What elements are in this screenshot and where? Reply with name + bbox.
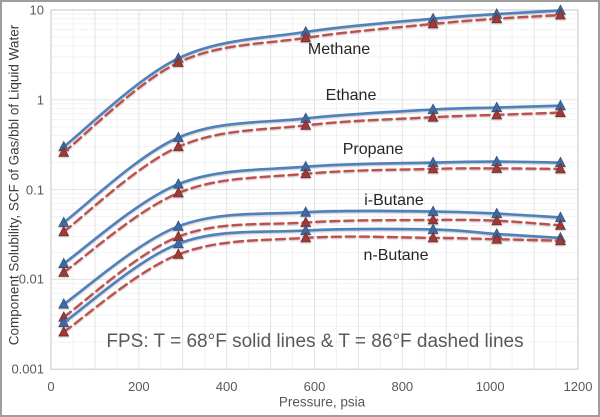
x-tick-label: 400 (215, 379, 238, 394)
series-label-propane: Propane (342, 141, 404, 158)
plot-area-border (50, 9, 579, 370)
series-i-butane-68-f-line (62, 209, 562, 306)
series-label-i-butane: i-Butane (364, 192, 424, 209)
series-i-butane-86-f-marker (491, 214, 503, 226)
series-n-butane-68-f-marker (172, 237, 184, 249)
series-n-butane-86-f-marker (172, 248, 184, 259)
series-i-butane-68-f-marker (300, 206, 312, 217)
series-propane-86-f-marker (300, 167, 312, 179)
x-tick-label: 600 (303, 379, 326, 394)
series-i-butane-68-f-marker (58, 298, 70, 309)
series-label-n-butane: n-Butane (363, 247, 429, 264)
series-methane-86-f-marker (300, 31, 312, 43)
series-methane-86-f-marker (172, 56, 184, 67)
series-ethane-86-f-marker (172, 140, 184, 152)
series-methane-86-f-marker (554, 8, 566, 20)
series-ethane-86-f-marker (491, 108, 503, 120)
series-i-butane-86-f-line (62, 218, 562, 319)
gridlines-major (51, 10, 578, 370)
series-ethane-68-f-line (62, 104, 562, 224)
x-tick-label: 200 (127, 379, 150, 394)
series-ethane-86-f-marker (554, 106, 566, 118)
series-propane-86-f-marker (172, 186, 184, 198)
series-i-butane-86-f-marker (554, 219, 566, 230)
series-label-ethane: Ethane (325, 87, 377, 104)
series-n-butane-86-f-marker (300, 231, 312, 243)
y-tick-label: 0.01 (18, 271, 44, 287)
series-n-butane-86-f-marker (58, 325, 70, 337)
series-propane-86-f-line (62, 167, 562, 274)
series-n-butane-86-f-line (62, 235, 562, 334)
series-label-methane: Methane (307, 41, 371, 58)
y-tick-label: 0.1 (25, 182, 44, 198)
y-axis-title: Component Solubility, SCF of Gas/bbl of … (6, 24, 22, 346)
series-n-butane-86-f-marker (491, 233, 503, 244)
series-n-butane-86-f-marker (554, 234, 566, 246)
series-i-butane-68-f-marker (172, 220, 184, 231)
x-tick-label: 1000 (475, 379, 505, 394)
y-tick-label: 10 (29, 2, 44, 18)
series-methane-86-f-marker (491, 12, 503, 24)
series-propane-86-f-marker (554, 162, 566, 174)
series-propane-86-f-marker (58, 266, 70, 277)
x-tick-label: 1200 (563, 379, 593, 394)
series-propane-86-f-marker (427, 162, 439, 174)
x-tick-label: 0 (47, 379, 55, 394)
y-tick-label: 1 (36, 92, 44, 108)
series-ethane-86-f-marker (300, 119, 312, 130)
series-methane-86-f-marker (58, 146, 70, 157)
y-tick-label: 0.001 (11, 361, 44, 377)
series-ethane-86-f-marker (58, 225, 70, 237)
temperature-annotation: FPS: T = 68°F solid lines & T = 86°F das… (106, 331, 524, 352)
x-tick-label: 800 (391, 379, 414, 394)
series-group (58, 4, 566, 337)
series-propane-86-f-marker (491, 162, 503, 173)
series-methane-86-f-marker (427, 17, 439, 29)
series-n-butane-86-f-marker (427, 231, 439, 243)
x-axis-title: Pressure, psia (278, 394, 366, 410)
series-ethane-86-f-marker (427, 111, 439, 122)
